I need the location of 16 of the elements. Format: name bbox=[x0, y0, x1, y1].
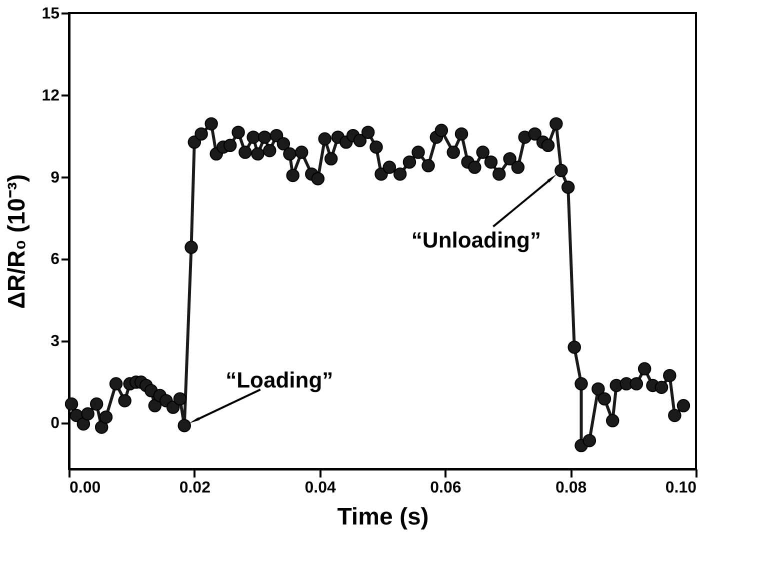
x-tick-label: 0.04 bbox=[304, 480, 336, 496]
x-tick-label: 0.10 bbox=[665, 480, 697, 496]
x-tick-label: 0.08 bbox=[556, 480, 587, 496]
y-tick-label: 9 bbox=[50, 169, 60, 186]
x-tick-label: 0.00 bbox=[70, 480, 101, 496]
y-tick-label: 12 bbox=[42, 87, 60, 104]
y-tick-label: 6 bbox=[50, 251, 60, 268]
y-tick-label: 3 bbox=[50, 333, 60, 350]
annotation: “Loading” bbox=[226, 368, 334, 393]
y-tick-label: 15 bbox=[42, 6, 60, 22]
x-axis-title: Time (s) bbox=[337, 504, 429, 530]
x-tick-label: 0.06 bbox=[430, 480, 462, 496]
x-tick-label: 0.02 bbox=[179, 480, 211, 496]
y-tick-label: 0 bbox=[50, 415, 60, 432]
y-axis-title: ΔR/R₀ (10⁻³) bbox=[4, 174, 31, 309]
annotation: “Unloading” bbox=[411, 228, 541, 253]
